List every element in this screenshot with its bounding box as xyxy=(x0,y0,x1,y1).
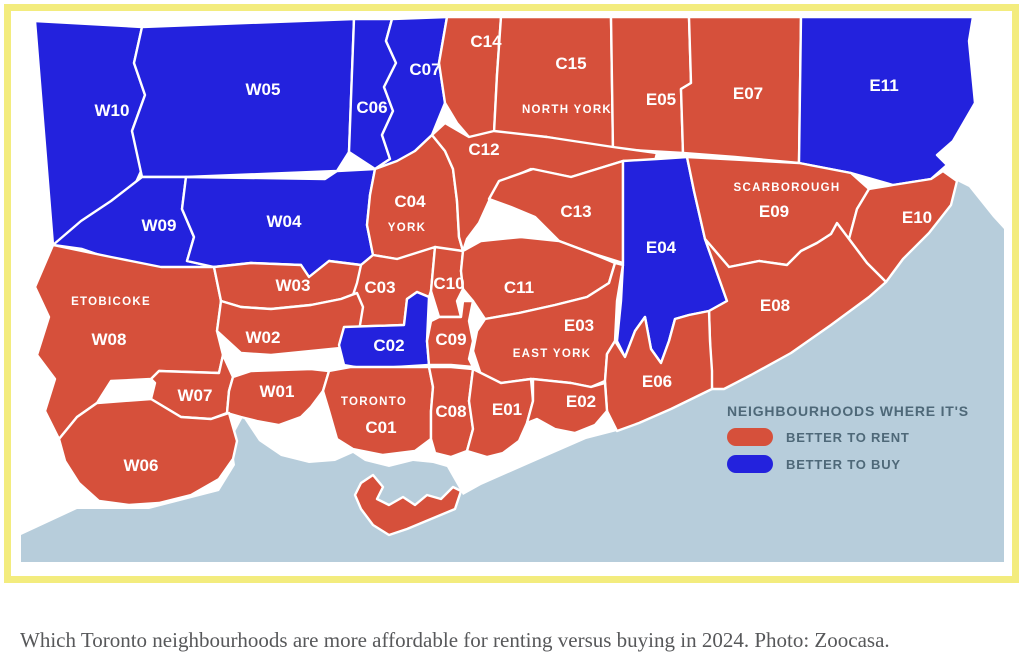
region-label-C15: C15 xyxy=(555,54,586,73)
region-label-W01: W01 xyxy=(260,382,295,401)
region-label-E05: E05 xyxy=(646,90,676,109)
region-label-E06: E06 xyxy=(642,372,672,391)
region-sublabel-C04: YORK xyxy=(388,222,426,234)
region-label-E11: E11 xyxy=(869,76,898,95)
legend-row-rent: BETTER TO RENT xyxy=(727,428,969,446)
region-E02 xyxy=(525,377,609,435)
region-label-C04: C04 xyxy=(394,192,426,211)
region-label-E01: E01 xyxy=(492,400,522,419)
region-label-C08: C08 xyxy=(435,402,466,421)
region-sublabel-E03: EAST YORK xyxy=(513,348,592,360)
legend-swatch-rent xyxy=(727,428,773,446)
legend-title: NEIGHBOURHOODS WHERE IT'S xyxy=(727,403,969,419)
region-label-W08: W08 xyxy=(92,330,127,349)
region-label-E04: E04 xyxy=(646,238,677,257)
region-C09 xyxy=(425,299,475,369)
region-E05 xyxy=(609,15,693,155)
region-W02 xyxy=(215,291,365,357)
region-label-E10: E10 xyxy=(902,208,932,227)
legend-label-rent: BETTER TO RENT xyxy=(786,429,910,445)
region-C15 xyxy=(492,15,615,151)
region-label-E02: E02 xyxy=(566,392,596,411)
region-label-C12: C12 xyxy=(468,140,499,159)
legend-row-buy: BETTER TO BUY xyxy=(727,455,969,473)
region-label-C10: C10 xyxy=(433,274,464,293)
region-label-W02: W02 xyxy=(246,328,281,347)
region-E01 xyxy=(465,367,535,459)
legend-swatch-buy xyxy=(727,455,773,473)
region-label-W06: W06 xyxy=(124,456,159,475)
region-label-W07: W07 xyxy=(178,386,213,405)
region-label-E09: E09 xyxy=(759,202,789,221)
region-label-C07: C07 xyxy=(409,60,440,79)
region-label-C14: C14 xyxy=(470,32,502,51)
region-C08 xyxy=(427,365,475,459)
region-E11 xyxy=(797,15,977,187)
region-label-E03: E03 xyxy=(564,316,594,335)
region-sublabel-E09: SCARBOROUGH xyxy=(734,182,841,194)
toronto-islands xyxy=(353,473,463,537)
region-C01 xyxy=(321,365,435,457)
region-label-W05: W05 xyxy=(246,80,281,99)
region-sublabel-C01: TORONTO xyxy=(341,396,407,408)
region-label-W10: W10 xyxy=(95,101,130,120)
legend: NEIGHBOURHOODS WHERE IT'S BETTER TO RENT… xyxy=(727,403,969,473)
region-label-C01: C01 xyxy=(365,418,396,437)
region-label-W09: W09 xyxy=(142,216,177,235)
legend-label-buy: BETTER TO BUY xyxy=(786,456,901,472)
region-label-W04: W04 xyxy=(267,212,303,231)
region-label-C09: C09 xyxy=(435,330,466,349)
region-label-C02: C02 xyxy=(373,336,404,355)
region-E06 xyxy=(603,309,714,433)
caption: Which Toronto neighbourhoods are more af… xyxy=(20,628,890,652)
region-W06 xyxy=(57,397,239,507)
toronto-map: W10 W05 C06 C07 C14 NORTH YORK C15 E05 E07 E11 W09… xyxy=(21,15,1004,562)
region-label-C06: C06 xyxy=(356,98,387,117)
region-W05 xyxy=(130,17,356,179)
region-label-E08: E08 xyxy=(760,296,790,315)
map-frame: W10 W05 C06 C07 C14 NORTH YORK C15 E05 E07 E11 W09… xyxy=(4,4,1019,583)
region-label-C11: C11 xyxy=(504,278,534,297)
region-label-W03: W03 xyxy=(276,276,311,295)
region-sublabel-C15: NORTH YORK xyxy=(522,104,612,116)
region-label-E07: E07 xyxy=(733,84,763,103)
region-label-C13: C13 xyxy=(560,202,591,221)
region-label-C03: C03 xyxy=(364,278,395,297)
region-sublabel-W08: ETOBICOKE xyxy=(71,296,151,308)
